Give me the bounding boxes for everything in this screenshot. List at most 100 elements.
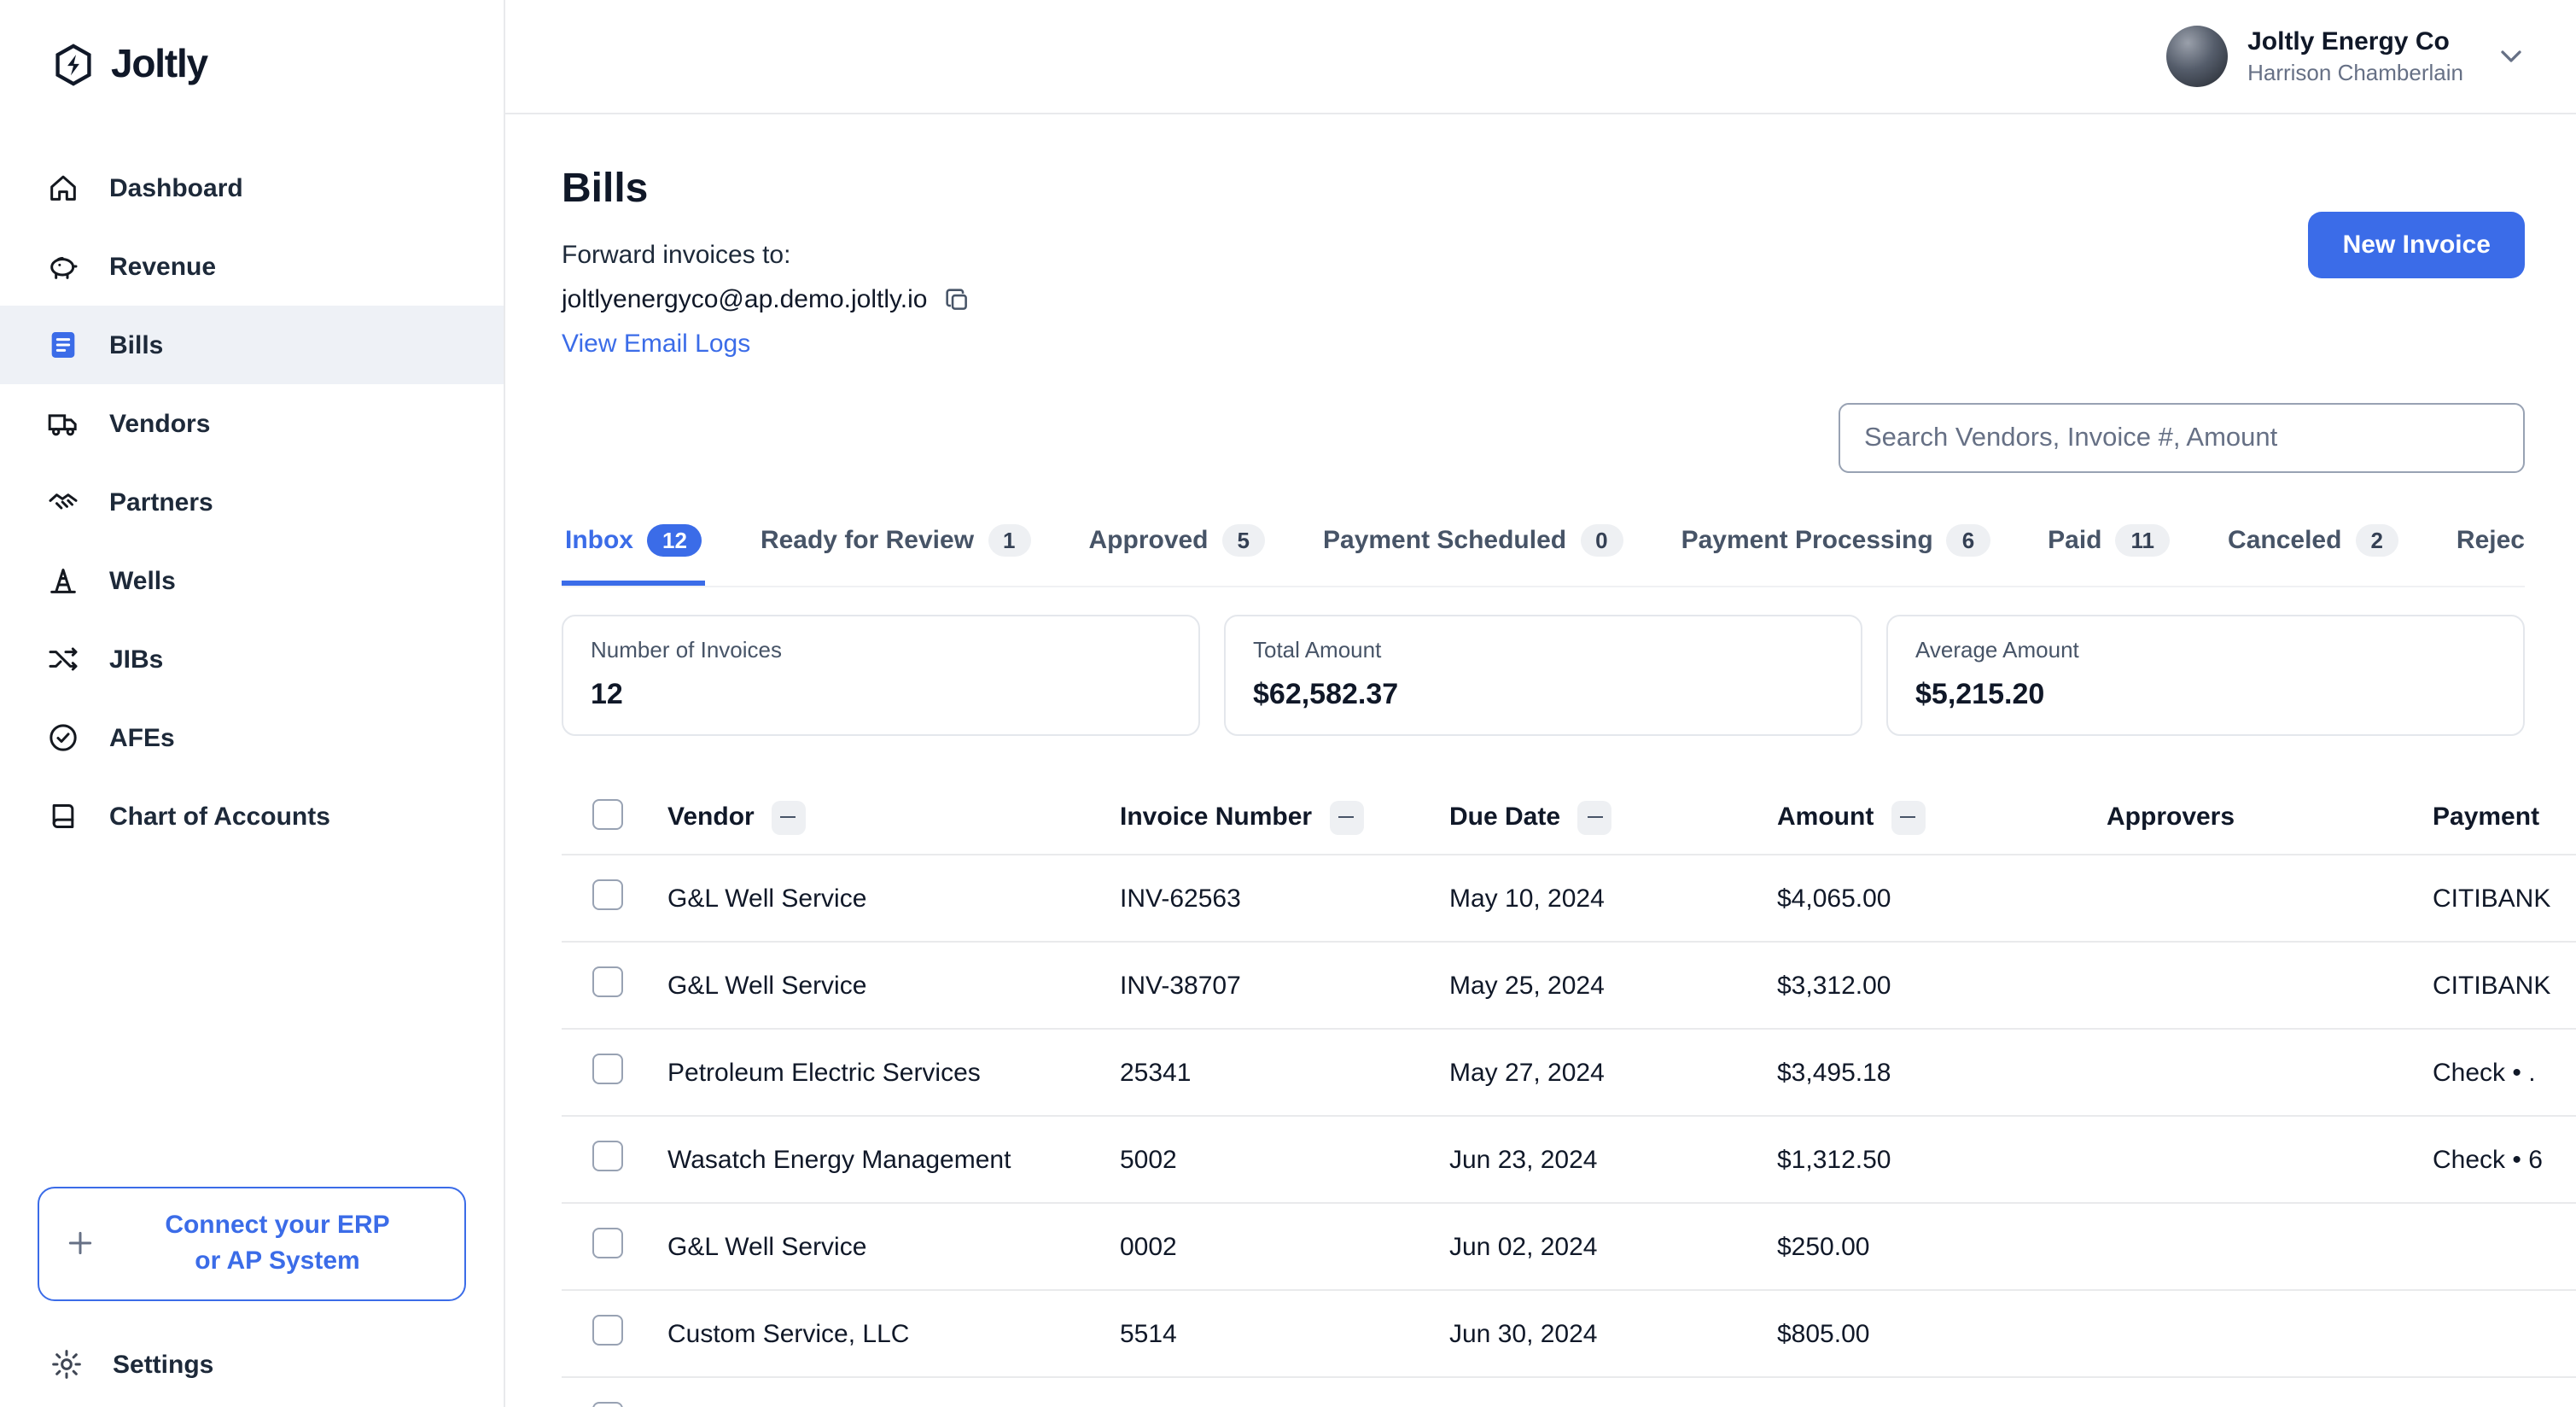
table-row[interactable]: G&L Well Service 0002 Jun 02, 2024 $250.… <box>562 1204 2576 1291</box>
truck-icon <box>44 405 82 442</box>
amount-cell: $805.00 <box>1777 1319 1870 1348</box>
piggy-bank-icon <box>44 248 82 285</box>
row-checkbox[interactable] <box>592 1141 623 1171</box>
payment-cell: CITIBANK <box>2433 971 2551 1000</box>
payment-cell: Check • . <box>2433 1058 2536 1087</box>
summary-cards: Number of Invoices 12 Total Amount $62,5… <box>562 615 2576 736</box>
select-all-checkbox[interactable] <box>592 798 623 829</box>
stat-total-amount: Total Amount $62,582.37 <box>1224 615 1862 736</box>
tab-ready-for-review[interactable]: Ready for Review 1 <box>757 507 1034 586</box>
table-row[interactable]: Wasatch Energy Management 5002 Jun 23, 2… <box>562 1117 2576 1204</box>
sidebar-item-vendors[interactable]: Vendors <box>0 384 504 463</box>
invoice-number-filter-icon[interactable] <box>1329 800 1364 834</box>
sidebar-item-afes[interactable]: AFEs <box>0 698 504 777</box>
stat-number-of-invoices: Number of Invoices 12 <box>562 615 1200 736</box>
tab-payment-scheduled[interactable]: Payment Scheduled 0 <box>1320 507 1627 586</box>
home-icon <box>44 169 82 207</box>
tab-canceled-count: 2 <box>2355 524 2398 557</box>
sidebar-nav: Dashboard Revenue Bills Vendors <box>0 149 504 855</box>
row-checkbox[interactable] <box>592 966 623 997</box>
sidebar-item-wells[interactable]: Wells <box>0 541 504 620</box>
row-checkbox[interactable] <box>592 1402 623 1407</box>
chevron-down-icon <box>2494 39 2528 73</box>
invoice-cell: INV-62563 <box>1120 884 1241 913</box>
topbar: Joltly Energy Co Harrison Chamberlain <box>505 0 2576 114</box>
sidebar-item-jibs[interactable]: JIBs <box>0 620 504 698</box>
due-date-cell: Jun 30, 2024 <box>1449 1319 1598 1348</box>
sidebar-item-settings[interactable]: Settings <box>38 1346 466 1383</box>
forward-invoices-label: Forward invoices to: <box>562 241 791 270</box>
sidebar: Joltly Dashboard Revenue Bills <box>0 0 505 1407</box>
oil-derrick-icon <box>44 562 82 599</box>
tab-paid[interactable]: Paid 11 <box>2044 507 2173 586</box>
search-input[interactable] <box>1839 403 2525 473</box>
table-row[interactable]: HI-LA ENGINE PUMP & SUPPLY INC. 8451 Sep… <box>562 1378 2576 1407</box>
invoice-cell: 25341 <box>1120 1058 1192 1087</box>
sidebar-item-bills[interactable]: Bills <box>0 306 504 384</box>
tab-canceled[interactable]: Canceled 2 <box>2224 507 2402 586</box>
row-checkbox[interactable] <box>592 1054 623 1084</box>
due-date-filter-icon[interactable] <box>1577 800 1612 834</box>
due-date-cell: May 10, 2024 <box>1449 884 1605 913</box>
sidebar-item-revenue[interactable]: Revenue <box>0 227 504 306</box>
page-title: Bills <box>562 166 649 212</box>
sidebar-item-partners[interactable]: Partners <box>0 463 504 541</box>
invoice-cell: 0002 <box>1120 1232 1177 1261</box>
bills-page: Bills Forward invoices to: joltlyenergyc… <box>505 114 2576 1407</box>
row-checkbox[interactable] <box>592 1228 623 1258</box>
invoice-icon <box>44 326 82 364</box>
vendor-cell: G&L Well Service <box>667 884 867 913</box>
copy-icon[interactable] <box>942 285 971 314</box>
joltly-logo-icon <box>51 42 96 86</box>
check-circle-icon <box>44 719 82 756</box>
table-row[interactable]: G&L Well Service INV-62563 May 10, 2024 … <box>562 855 2576 943</box>
tab-inbox[interactable]: Inbox 12 <box>562 507 706 586</box>
amount-cell: $250.00 <box>1777 1232 1870 1261</box>
forward-email: joltlyenergyco@ap.demo.joltly.io <box>562 285 928 314</box>
vendor-cell: G&L Well Service <box>667 1232 867 1261</box>
brand-logo: Joltly <box>0 0 504 87</box>
table-row[interactable]: Petroleum Electric Services 25341 May 27… <box>562 1030 2576 1117</box>
status-tabs: Inbox 12 Ready for Review 1 Approved 5 P… <box>562 507 2525 587</box>
payment-cell: CITIBANK <box>2433 884 2551 913</box>
invoice-cell: 5514 <box>1120 1319 1177 1348</box>
amount-cell: $3,495.18 <box>1777 1058 1891 1087</box>
vendor-filter-icon[interactable] <box>771 800 806 834</box>
sidebar-bottom: Connect your ERP or AP System Settings <box>0 1186 504 1407</box>
brand-name: Joltly <box>111 41 208 85</box>
tab-ready-for-review-count: 1 <box>988 524 1031 557</box>
connect-erp-button[interactable]: Connect your ERP or AP System <box>38 1186 466 1301</box>
due-date-cell: May 27, 2024 <box>1449 1058 1605 1087</box>
bills-table: Vendor Invoice Number Due Date Amount Ap… <box>562 780 2576 1407</box>
row-checkbox[interactable] <box>592 879 623 910</box>
tab-payment-processing[interactable]: Payment Processing 6 <box>1678 507 1994 586</box>
amount-cell: $1,312.50 <box>1777 1145 1891 1174</box>
table-row[interactable]: G&L Well Service INV-38707 May 25, 2024 … <box>562 943 2576 1030</box>
tab-inbox-count: 12 <box>647 524 702 557</box>
vendor-cell: Custom Service, LLC <box>667 1319 910 1348</box>
amount-cell: $4,065.00 <box>1777 884 1891 913</box>
due-date-cell: Jun 02, 2024 <box>1449 1232 1598 1261</box>
amount-cell: $3,312.00 <box>1777 971 1891 1000</box>
table-row[interactable]: Custom Service, LLC 5514 Jun 30, 2024 $8… <box>562 1291 2576 1378</box>
shuffle-icon <box>44 640 82 678</box>
vendor-cell: Wasatch Energy Management <box>667 1145 1011 1174</box>
account-user: Harrison Chamberlain <box>2247 60 2463 85</box>
tab-rejected[interactable]: Rejected 0 <box>2453 507 2525 586</box>
tab-approved-count: 5 <box>1221 524 1265 557</box>
handshake-icon <box>44 483 82 521</box>
account-menu[interactable]: Joltly Energy Co Harrison Chamberlain <box>2165 26 2528 87</box>
row-checkbox[interactable] <box>592 1315 623 1346</box>
sidebar-item-dashboard[interactable]: Dashboard <box>0 149 504 227</box>
new-invoice-button[interactable]: New Invoice <box>2308 212 2525 278</box>
vendor-cell: Petroleum Electric Services <box>667 1058 981 1087</box>
invoice-cell: INV-38707 <box>1120 971 1241 1000</box>
amount-filter-icon[interactable] <box>1891 800 1926 834</box>
table-header-row: Vendor Invoice Number Due Date Amount Ap… <box>562 780 2576 855</box>
view-email-logs-link[interactable]: View Email Logs <box>562 330 751 359</box>
payment-cell: Check • 6 <box>2433 1145 2543 1174</box>
tab-approved[interactable]: Approved 5 <box>1086 507 1269 586</box>
sidebar-item-chart-of-accounts[interactable]: Chart of Accounts <box>0 777 504 855</box>
plus-icon <box>63 1227 97 1261</box>
